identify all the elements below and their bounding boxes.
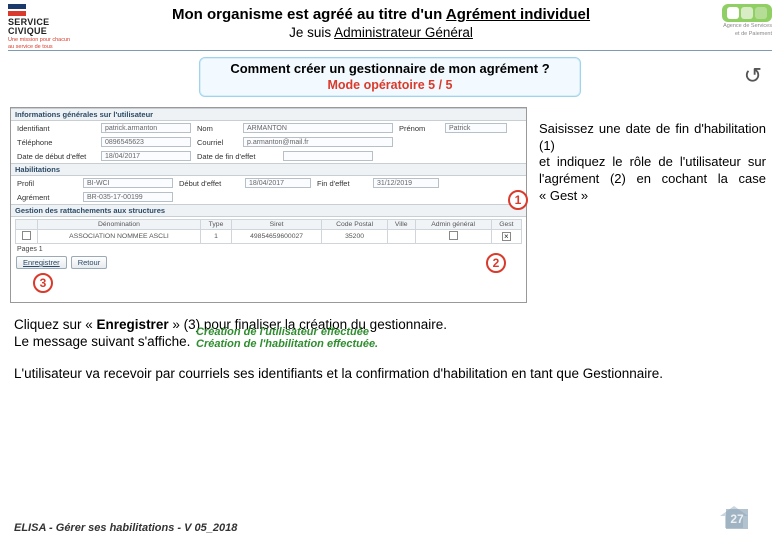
lbl-habfin: Fin d'effet	[317, 179, 367, 188]
lbl-identifiant: Identifiant	[17, 124, 95, 133]
th: Siret	[231, 220, 321, 230]
fld-fin[interactable]	[283, 151, 373, 161]
td[interactable]	[16, 230, 38, 244]
fld-courriel[interactable]: p.armanton@mail.fr	[243, 137, 393, 147]
form-row: Profil BI-WCI Début d'effet 18/04/2017 F…	[11, 176, 526, 190]
logo-sub-1: Une mission pour chacun	[8, 38, 70, 44]
msg-1: Création de l'utilisateur effectuée	[196, 326, 780, 339]
banner-mode: Mode opératoire 5 / 5	[230, 78, 549, 92]
header-center: Mon organisme est agréé au titre d'un Ag…	[80, 4, 682, 40]
section-2-head: Habilitations	[11, 163, 526, 176]
fld-habfin[interactable]: 31/12/2019	[373, 178, 439, 188]
fld-nom[interactable]: ARMANTON	[243, 123, 393, 133]
asp-icon	[722, 4, 772, 22]
td: 49854659600027	[231, 230, 321, 244]
paragraph-2: L'utilisateur va recevoir par courriels …	[0, 351, 780, 383]
td-gest[interactable]	[491, 230, 521, 244]
form-row: Date de début d'effet 18/04/2017 Date de…	[11, 149, 526, 163]
instruction-text-content: Saisissez une date de fin d'habilitation…	[539, 121, 766, 203]
logo-sub-2: au service de tous	[8, 45, 53, 51]
form-row: Téléphone 0896545623 Courriel p.armanton…	[11, 135, 526, 149]
logo-asp: Agence de Services et de Paiement	[682, 4, 772, 46]
page-number: 27	[726, 509, 748, 529]
fld-habdeb[interactable]: 18/04/2017	[245, 178, 311, 188]
table-header-row: Dénomination Type Siret Code Postal Vill…	[16, 220, 522, 230]
header: SERVICE CIVIQUE Une mission pour chacun …	[0, 0, 780, 48]
reload-icon[interactable]: ↺	[744, 63, 762, 89]
banner-wrap: Comment créer un gestionnaire de mon agr…	[0, 57, 780, 101]
footer: ELISA - Gérer ses habilitations - V 05_2…	[0, 506, 780, 534]
app-screenshot: Informations générales sur l'utilisateur…	[10, 107, 527, 303]
page-subtitle: Je suis Administrateur Général	[80, 25, 682, 40]
logo-service-civique: SERVICE CIVIQUE Une mission pour chacun …	[8, 4, 80, 46]
instruction-text: Saisissez une date de fin d'habilitation…	[539, 107, 770, 303]
fld-prenom[interactable]: Patrick	[445, 123, 507, 133]
lbl-habdeb: Début d'effet	[179, 179, 239, 188]
pager: Pages 1	[11, 246, 526, 253]
th: Ville	[387, 220, 415, 230]
td	[387, 230, 415, 244]
th: Gest	[491, 220, 521, 230]
lbl-prenom: Prénom	[399, 124, 439, 133]
lbl-deb: Date de début d'effet	[17, 152, 95, 161]
asp-sub-2: et de Paiement	[682, 32, 772, 38]
content-row: Informations générales sur l'utilisateur…	[0, 101, 780, 303]
subtitle-pre: Je suis	[289, 25, 334, 40]
form-row: Identifiant patrick.armanton Nom ARMANTO…	[11, 121, 526, 135]
th: Type	[201, 220, 232, 230]
banner-question: Comment créer un gestionnaire de mon agr…	[230, 61, 549, 76]
fld-deb[interactable]: 18/04/2017	[101, 151, 191, 161]
th: Admin général	[415, 220, 491, 230]
td: 35200	[322, 230, 388, 244]
p1-d: Le message suivant s'affiche.	[14, 334, 190, 349]
divider	[8, 50, 772, 51]
banner: Comment créer un gestionnaire de mon agr…	[199, 57, 580, 97]
fld-identifiant[interactable]: patrick.armanton	[101, 123, 191, 133]
th	[16, 220, 38, 230]
fld-profil[interactable]: BI-WCI	[83, 178, 173, 188]
table-row: ASSOCIATION NOMMEE ASCLI 1 4985465960002…	[16, 230, 522, 244]
lbl-fin: Date de fin d'effet	[197, 152, 277, 161]
enregistrer-button[interactable]: Enregistrer	[16, 256, 67, 269]
form-row: Agrément BR-035-17-00199	[11, 190, 526, 204]
logo-text-2: CIVIQUE	[8, 27, 47, 36]
callout-2: 2	[486, 253, 506, 273]
lbl-profil: Profil	[17, 179, 77, 188]
p1-a: Cliquez sur «	[14, 317, 97, 332]
msg-2: Création de l'habilitation effectuée.	[196, 338, 780, 351]
th: Code Postal	[322, 220, 388, 230]
retour-button[interactable]: Retour	[71, 256, 108, 269]
p1-b: Enregistrer	[97, 317, 169, 332]
callout-1: 1	[508, 190, 528, 210]
callout-3: 3	[33, 273, 53, 293]
lbl-nom: Nom	[197, 124, 237, 133]
title-pre: Mon organisme est agréé au titre d'un	[172, 6, 446, 23]
subtitle-ul: Administrateur Général	[334, 25, 473, 40]
footer-text: ELISA - Gérer ses habilitations - V 05_2…	[14, 522, 237, 534]
action-bar: Enregistrer Retour	[11, 253, 526, 272]
section-1-head: Informations générales sur l'utilisateur	[11, 108, 526, 121]
lbl-tel: Téléphone	[17, 138, 95, 147]
lbl-agr: Agrément	[17, 193, 77, 202]
td: ASSOCIATION NOMMEE ASCLI	[37, 230, 200, 244]
asp-sub-1: Agence de Services	[682, 24, 772, 30]
th: Dénomination	[37, 220, 200, 230]
fld-tel[interactable]: 0896545623	[101, 137, 191, 147]
title-ul: Agrément individuel	[446, 6, 590, 23]
lbl-courriel: Courriel	[197, 138, 237, 147]
td: 1	[201, 230, 232, 244]
fld-agr[interactable]: BR-035-17-00199	[83, 192, 173, 202]
td-admin[interactable]	[415, 230, 491, 244]
page-title: Mon organisme est agréé au titre d'un Ag…	[80, 6, 682, 23]
section-3-head: Gestion des rattachements aux structures	[11, 204, 526, 217]
structures-table: Dénomination Type Siret Code Postal Vill…	[15, 219, 522, 244]
